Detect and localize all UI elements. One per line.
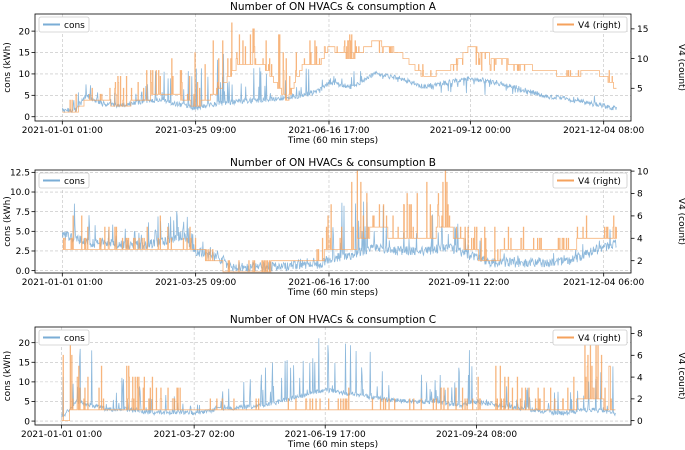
y-tick-label-left: 7.5 [16,208,30,218]
legend-left: cons [38,16,90,33]
x-tick-label: 2021-03-27 02:00 [154,430,235,440]
y-tick-label-left: 15 [19,49,30,59]
y-tick-label-left: 0 [24,113,30,123]
legend-left-box [38,172,90,189]
y-tick-label-left: 12.5 [10,169,30,179]
y-tick-label-left: 5 [24,92,30,102]
chart-a: Number of ON HVACs & consumption A 2021-0… [3,1,685,146]
plot-frame [34,13,632,122]
y-tick-label-right: 8 [637,190,643,200]
y-tick-label-left: 0 [24,417,30,427]
y-axis-label-left: cons (kWh) [3,42,13,93]
chart-title: Number of ON HVACs & consumption C [230,314,436,326]
x-axis-label: Time (60 min steps) [287,288,378,298]
y-tick-label-right: 6 [637,352,643,362]
y-tick-label-right: 4 [637,373,643,383]
legend-v4-label: V4 (right) [578,177,621,187]
legend-right-box [552,16,628,33]
y-axis-label-right: V4 (count) [676,198,685,245]
chart-title: Number of ON HVACs & consumption B [230,157,436,169]
chart-c: Number of ON HVACs & consumption C 2021-0… [3,314,685,450]
x-tick-label: 2021-01-01 01:00 [22,278,103,288]
series-cons-line [61,338,616,417]
series-cons-line [61,53,617,114]
y-axis-label-right: V4 (count) [676,44,685,91]
y-tick-label-right: 15 [637,25,648,35]
y-tick-label-right: 10 [637,55,649,65]
y-tick-label-left: 10 [19,378,31,388]
chart2-data-layer [61,333,616,421]
chart-title: Number of ON HVACs & consumption A [230,1,437,13]
x-tick-label: 2021-09-24 08:00 [436,430,517,440]
legend-right: V4 (right) [552,16,628,33]
y-tick-label-right: 5 [637,85,643,95]
y-tick-label-left: 20 [19,339,31,349]
y-axis-label-left: cons (kWh) [3,196,13,247]
y-tick-label-left: 2.5 [16,247,30,257]
x-axis-label: Time (60 min steps) [287,136,378,146]
y-tick-label-left: 5.0 [16,228,31,238]
y-tick-label-left: 10 [19,70,31,80]
chart0-data-layer [61,22,617,114]
legend-v4-label: V4 (right) [578,334,621,344]
x-tick-label: 2021-06-16 17:00 [288,126,369,136]
y-tick-label-right: 8 [637,330,643,340]
x-tick-label: 2021-06-16 17:00 [288,278,369,288]
legend-right: V4 (right) [552,172,628,189]
x-tick-label: 2021-03-25 09:00 [155,126,236,136]
x-tick-label: 2021-03-25 09:00 [155,278,236,288]
x-tick-label: 2021-06-19 17:00 [285,430,366,440]
y-tick-label-right: 2 [637,395,643,405]
legend-cons-label: cons [64,334,85,344]
legend-cons-label: cons [64,21,85,31]
series-v4-line [61,333,616,421]
legend-left: cons [38,172,90,189]
y-axis-label-right: V4 (count) [676,352,685,399]
y-tick-label-left: 5 [24,398,30,408]
series-v4-line [62,22,617,113]
chart1-data-layer [61,170,617,273]
legend-left-box [38,16,90,33]
y-tick-label-right: 10 [637,167,649,177]
legend-right-box [552,329,628,346]
legend-right-box [552,172,628,189]
x-tick-label: 2021-09-11 22:00 [428,278,509,288]
legend-right: V4 (right) [552,329,628,346]
legend-left: cons [38,329,90,346]
legend-left-box [38,329,90,346]
y-tick-label-left: 0.0 [16,267,31,277]
y-tick-label-right: 6 [637,212,643,222]
y-tick-label-left: 10.0 [10,188,30,198]
x-tick-label: 2021-12-04 06:00 [563,278,644,288]
y-tick-label-right: 2 [637,257,643,267]
series-v4-line [62,170,617,273]
x-tick-label: 2021-09-12 00:00 [430,126,511,136]
chart-b: Number of ON HVACs & consumption B 2021-0… [3,157,685,298]
y-axis-label-left: cons (kWh) [3,351,13,402]
plot-frame [34,326,632,426]
series-cons-line [61,201,617,273]
y-tick-label-left: 20 [19,27,31,37]
legend-cons-label: cons [64,177,85,187]
plot-frame [34,169,632,274]
x-axis-label: Time (60 min steps) [287,440,378,450]
x-tick-label: 2021-01-01 01:00 [21,430,102,440]
y-tick-label-right: 0 [637,417,643,427]
y-tick-label-right: 4 [637,234,643,244]
y-tick-label-left: 15 [19,358,30,368]
x-tick-label: 2021-01-01 01:00 [22,126,103,136]
x-tick-label: 2021-12-04 08:00 [563,126,644,136]
legend-v4-label: V4 (right) [578,21,621,31]
